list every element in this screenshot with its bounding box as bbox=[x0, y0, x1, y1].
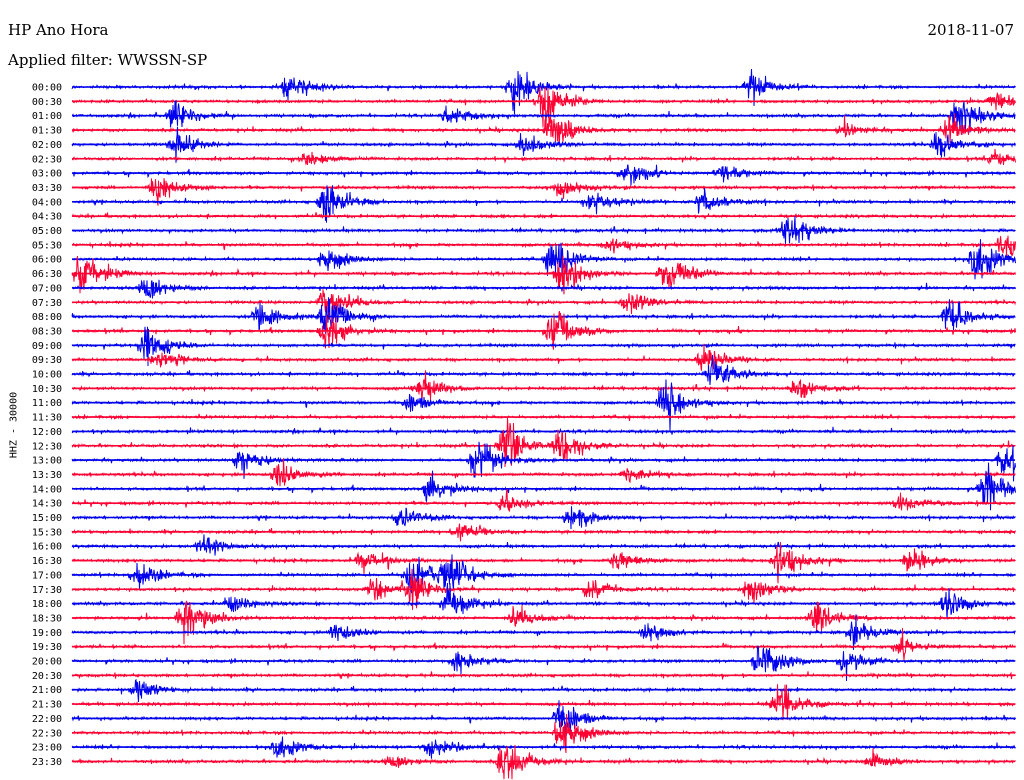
time-tick-label: 23:00 bbox=[32, 743, 62, 754]
time-tick-label: 02:00 bbox=[32, 140, 62, 151]
trace-1830 bbox=[71, 600, 1016, 645]
trace-1430 bbox=[71, 489, 1016, 512]
time-tick-label: 09:00 bbox=[32, 341, 62, 352]
time-tick-label: 21:00 bbox=[32, 685, 62, 696]
time-tick-label: 20:30 bbox=[32, 671, 62, 682]
time-tick-label: 11:30 bbox=[32, 413, 62, 424]
time-tick-label: 01:00 bbox=[32, 111, 62, 122]
trace-0230 bbox=[71, 148, 1016, 166]
trace-1330 bbox=[71, 458, 1016, 487]
time-tick-label: 16:30 bbox=[32, 556, 62, 567]
time-tick-label: 15:30 bbox=[32, 527, 62, 538]
time-tick-label: 13:30 bbox=[32, 470, 62, 481]
time-tick-label: 19:00 bbox=[32, 628, 62, 639]
time-tick-label: 00:00 bbox=[32, 83, 62, 94]
time-tick-label: 10:30 bbox=[32, 384, 62, 395]
trace-0300 bbox=[71, 164, 1016, 186]
time-tick-label: 19:30 bbox=[32, 642, 62, 653]
time-tick-label: 07:00 bbox=[32, 283, 62, 294]
filter-label: Applied filter: WWSSN-SP bbox=[8, 51, 208, 69]
time-tick-label: 08:30 bbox=[32, 326, 62, 337]
time-tick-label: 15:00 bbox=[32, 513, 62, 524]
time-tick-label: 13:00 bbox=[32, 456, 62, 467]
time-tick-label: 01:30 bbox=[32, 126, 62, 137]
time-tick-label: 23:30 bbox=[32, 757, 62, 768]
time-tick-label: 17:30 bbox=[32, 585, 62, 596]
time-tick-label: 11:00 bbox=[32, 398, 62, 409]
trace-0130 bbox=[71, 113, 1016, 143]
time-tick-label: 02:30 bbox=[32, 154, 62, 165]
time-tick-label: 21:30 bbox=[32, 700, 62, 711]
trace-0030 bbox=[71, 86, 1016, 128]
time-tick-label: 00:30 bbox=[32, 97, 62, 108]
time-tick-label: 06:30 bbox=[32, 269, 62, 280]
time-tick-label: 06:00 bbox=[32, 255, 62, 266]
time-tick-label: 05:00 bbox=[32, 226, 62, 237]
time-tick-label: 04:30 bbox=[32, 212, 62, 223]
time-tick-label: 04:00 bbox=[32, 197, 62, 208]
trace-0730 bbox=[71, 289, 1016, 320]
trace-1030 bbox=[72, 370, 1016, 402]
trace-0530 bbox=[71, 235, 1016, 257]
time-tick-label: 07:30 bbox=[32, 298, 62, 309]
time-tick-label: 12:00 bbox=[32, 427, 62, 438]
time-tick-label: 09:30 bbox=[32, 355, 62, 366]
time-tick-label: 05:30 bbox=[32, 240, 62, 251]
time-tick-label: 08:00 bbox=[32, 312, 62, 323]
time-tick-label: 20:00 bbox=[32, 657, 62, 668]
time-tick-label: 18:30 bbox=[32, 613, 62, 624]
time-tick-label: 10:00 bbox=[32, 370, 62, 381]
trace-0930 bbox=[71, 343, 1016, 371]
date-label: 2018-11-07 bbox=[927, 21, 1014, 39]
time-tick-label: 22:00 bbox=[32, 714, 62, 725]
time-tick-label: 22:30 bbox=[32, 728, 62, 739]
trace-0400 bbox=[71, 185, 1016, 223]
time-tick-label: 18:00 bbox=[32, 599, 62, 610]
trace-2100 bbox=[71, 678, 1016, 703]
station-title: HP Ano Hora bbox=[8, 21, 109, 39]
time-tick-label: 03:00 bbox=[32, 169, 62, 180]
trace-1600 bbox=[71, 534, 1016, 556]
time-tick-label: 14:00 bbox=[32, 484, 62, 495]
trace-0700 bbox=[71, 279, 1016, 299]
time-tick-label: 14:30 bbox=[32, 499, 62, 510]
time-tick-label: 03:30 bbox=[32, 183, 62, 194]
time-tick-label: 17:00 bbox=[32, 570, 62, 581]
time-tick-label: 12:30 bbox=[32, 441, 62, 452]
time-tick-label: 16:00 bbox=[32, 542, 62, 553]
